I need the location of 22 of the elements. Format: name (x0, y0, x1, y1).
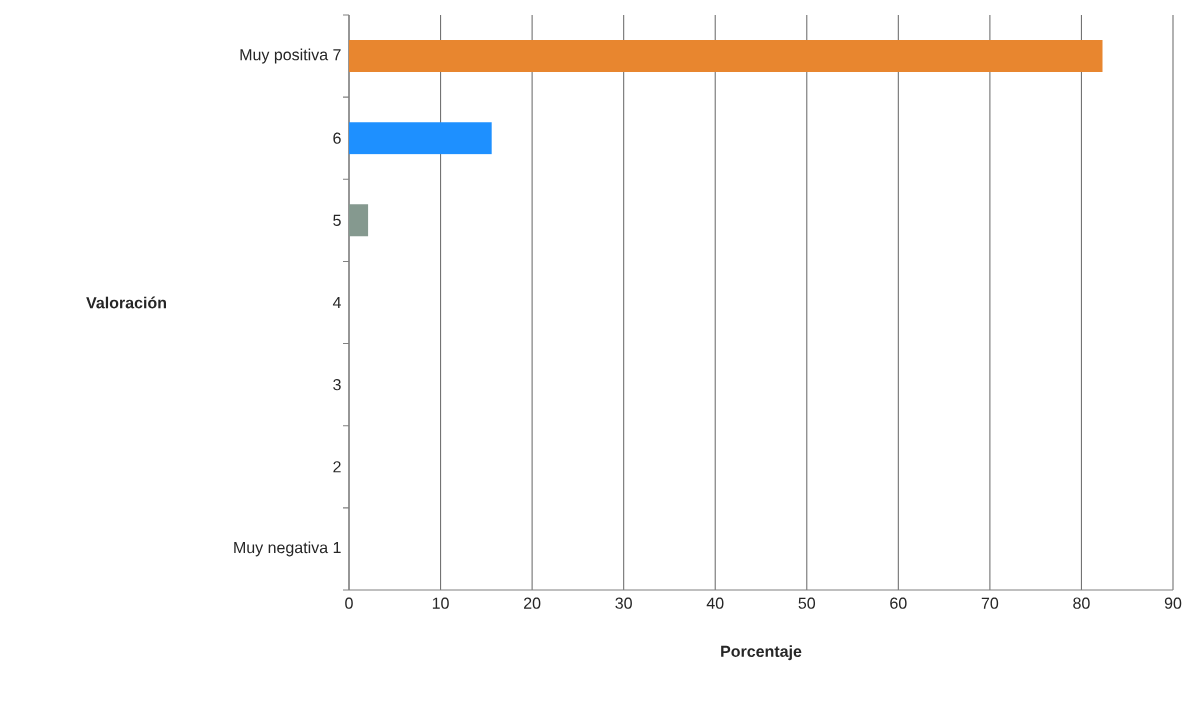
x-tick-label: 30 (615, 597, 632, 609)
y-axis-title: Valoración (86, 296, 166, 309)
y-tick-label: 3 (333, 378, 341, 391)
y-tick-label: 4 (332, 296, 341, 308)
x-tick-label: 10 (432, 597, 449, 609)
x-tick-label: 0 (345, 597, 353, 609)
y-tick-label: Muy negativa 1 (234, 541, 341, 557)
x-tick-label: 70 (981, 597, 999, 609)
x-tick-label: 90 (1164, 597, 1182, 609)
y-tick-label: 2 (333, 461, 341, 473)
y-tick-label: 5 (333, 214, 341, 226)
x-tick-label: 80 (1073, 597, 1090, 609)
bar (349, 122, 492, 155)
bar (349, 204, 369, 237)
x-tick-label: 40 (706, 597, 724, 609)
y-tick-label: Muy positiva 7 (240, 48, 341, 64)
bar (349, 40, 1103, 73)
x-tick-label: 20 (524, 597, 541, 609)
x-axis-title: Porcentaje (721, 645, 802, 661)
x-tick-label: 60 (890, 597, 907, 609)
x-tick-label: 50 (798, 597, 816, 609)
y-tick-label: 6 (333, 132, 341, 144)
